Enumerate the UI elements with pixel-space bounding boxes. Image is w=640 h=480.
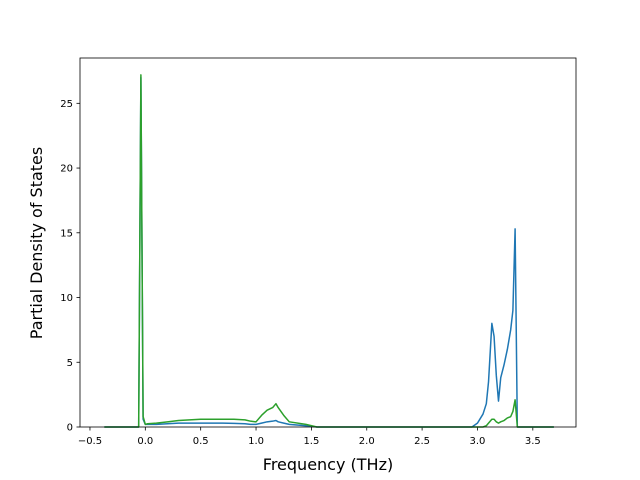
plot-frame — [79, 57, 577, 428]
x-tick-label: 0.0 — [137, 436, 153, 447]
x-tick-label: 2.0 — [359, 436, 375, 447]
x-tick-label: 1.5 — [303, 436, 319, 447]
y-tick-label: 20 — [60, 164, 73, 175]
y-tick-label: 15 — [60, 228, 73, 239]
x-tick-label: 1.0 — [248, 436, 264, 447]
y-tick-label: 5 — [67, 358, 73, 369]
x-axis-label: Frequency (THz) — [263, 455, 393, 474]
y-tick-label: 25 — [60, 99, 73, 110]
y-tick-label: 0 — [67, 423, 73, 434]
x-tick-label: −0.5 — [78, 436, 102, 447]
series-line — [104, 74, 554, 428]
x-tick-label: 0.5 — [193, 436, 209, 447]
x-tick-label: 3.5 — [525, 436, 541, 447]
y-tick-label: 10 — [60, 293, 73, 304]
y-axis-label: Partial Density of States — [27, 147, 46, 339]
x-tick-label: 2.5 — [414, 436, 430, 447]
series-line — [104, 76, 554, 428]
x-tick-label: 3.0 — [470, 436, 486, 447]
